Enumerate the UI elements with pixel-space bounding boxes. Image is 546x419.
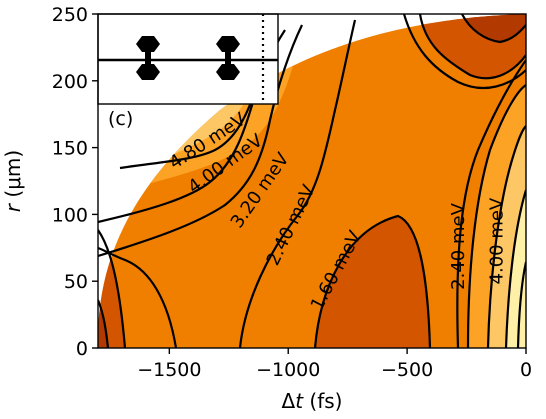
contour-line-4p00-right <box>486 125 526 348</box>
x-tick-label: 0 <box>520 359 532 381</box>
x-tick-label: −500 <box>381 359 433 381</box>
y-tick-label: 100 <box>52 204 88 226</box>
contour-line-4p80-right <box>504 189 526 348</box>
y-axis-label: r (μm) <box>1 150 25 212</box>
contour-label: 2.40 meV <box>448 202 469 289</box>
x-axis-ticks: −1500 −1000 −500 0 <box>137 348 532 381</box>
y-tick-label: 50 <box>64 271 88 293</box>
x-axis-label: Δt (fs) <box>282 389 343 413</box>
region-top-right-lowest <box>462 14 526 42</box>
inset-panel: (c) <box>97 13 279 130</box>
contour-line-edge-right <box>516 261 526 348</box>
contour-line-3p20-right <box>466 84 526 348</box>
y-tick-label: 0 <box>76 338 88 360</box>
y-tick-label: 150 <box>52 138 88 160</box>
contour-label-text: 4.00 meV <box>486 197 507 284</box>
y-axis-ticks: 0 50 100 150 200 250 <box>52 4 98 360</box>
x-tick-label: −1000 <box>256 359 320 381</box>
contour-line-left-inner <box>98 299 110 348</box>
x-tick-label: −1500 <box>137 359 201 381</box>
contour-line-top-loop-outer <box>402 14 526 90</box>
contour-line-left-outer <box>98 229 127 348</box>
inset-panel-label: (c) <box>108 108 133 130</box>
contour-line-2p40-left <box>238 19 357 348</box>
axes-frame <box>97 13 527 349</box>
inset-molecule-left <box>136 36 160 80</box>
region-center-low <box>315 216 430 348</box>
contour-line-top-loop-inner <box>418 14 526 80</box>
contour-line-lower-left <box>98 246 178 348</box>
contour-line-top-loop-innermost <box>461 14 526 44</box>
region-right-highest <box>506 190 526 348</box>
contour-label-text: 2.40 meV <box>448 202 469 289</box>
y-tick-label: 200 <box>52 71 88 93</box>
contour-label: 4.00 meV <box>486 197 507 284</box>
inset-molecule-right <box>216 36 240 80</box>
contour-line-2p40-right <box>456 59 526 348</box>
y-tick-label: 250 <box>52 4 88 26</box>
contour-line-3p20 <box>98 24 303 258</box>
contour-line-1p60-center <box>313 214 432 348</box>
